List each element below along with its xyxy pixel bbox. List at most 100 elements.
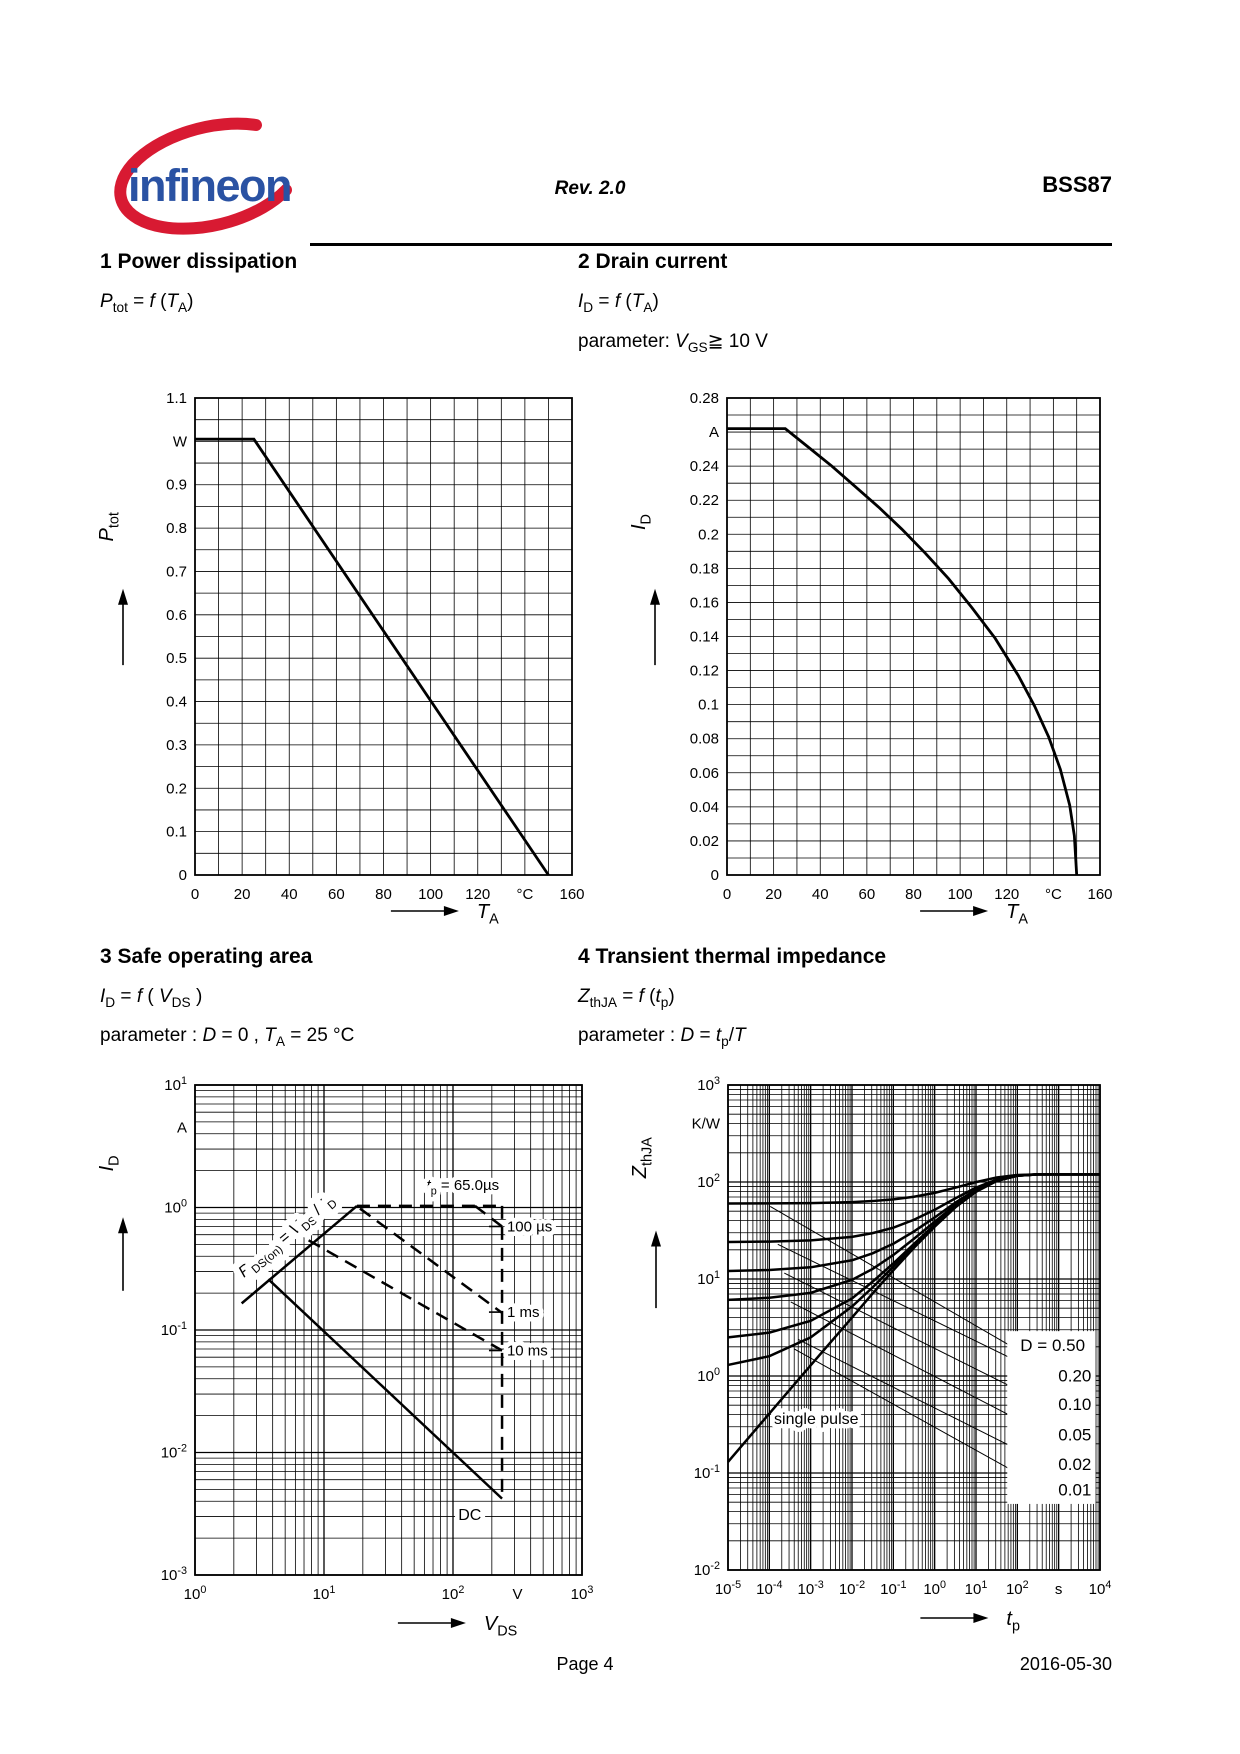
series (727, 1173, 1100, 1491)
part-number: BSS87 (1042, 172, 1112, 197)
revision-label: Rev. 2.0 (554, 178, 626, 199)
svg-text:160: 160 (1087, 886, 1112, 903)
grid (194, 397, 573, 876)
svg-text:10-3: 10-3 (798, 1579, 824, 1598)
x-axis-title: TA (920, 901, 1028, 927)
svg-text:10-3: 10-3 (161, 1565, 187, 1584)
svg-text:10-2: 10-2 (161, 1443, 187, 1462)
logo-brand-text: infineon (128, 160, 291, 211)
series-zth-d050 (727, 1173, 1100, 1205)
svg-text:0.2: 0.2 (698, 526, 719, 543)
svg-text:10-2: 10-2 (694, 1560, 720, 1579)
svg-text:102: 102 (697, 1172, 720, 1191)
svg-text:0.9: 0.9 (166, 477, 187, 494)
section-title: 1 Power dissipation (100, 250, 298, 273)
svg-text:ID: ID (628, 514, 654, 530)
svg-text:0.1: 0.1 (166, 824, 187, 841)
section-title: 4 Transient thermal impedance (578, 945, 887, 968)
svg-text:0.01: 0.01 (1058, 1481, 1091, 1500)
svg-text:101: 101 (965, 1579, 988, 1598)
svg-text:0: 0 (711, 867, 719, 884)
svg-text:104: 104 (1089, 1579, 1112, 1598)
svg-text:10-1: 10-1 (880, 1579, 906, 1598)
section-3-safe-operating-area: 3 Safe operating area ID = f ( VDS ) par… (100, 945, 560, 1049)
svg-text:101: 101 (164, 1075, 187, 1094)
header-rule (310, 243, 1112, 246)
annotation: D = 0.50 (1020, 1336, 1085, 1355)
section-parameter: parameter : D = 0 , TA = 25 °C (100, 1024, 355, 1049)
section-title: 3 Safe operating area (100, 945, 313, 968)
svg-text:0.7: 0.7 (166, 563, 187, 580)
annotation: 100 µs (488, 1214, 557, 1240)
series (195, 437, 550, 876)
svg-text:0.2: 0.2 (166, 780, 187, 797)
svg-text:0.05: 0.05 (1058, 1425, 1091, 1444)
grid (727, 1084, 1101, 1571)
y-axis-title: Ptot (96, 512, 128, 666)
svg-text:0.8: 0.8 (166, 520, 187, 537)
svg-text:40: 40 (281, 886, 298, 903)
svg-text:100: 100 (923, 1579, 946, 1598)
svg-text:0.5: 0.5 (166, 650, 187, 667)
svg-text:10-4: 10-4 (756, 1579, 782, 1598)
section-formula: Ptot = f (TA) (100, 291, 194, 315)
series-zth-d002 (727, 1173, 1100, 1339)
svg-text:D = 0.50: D = 0.50 (1020, 1336, 1085, 1355)
annotation: DC (454, 1502, 486, 1528)
svg-text:10 ms: 10 ms (507, 1343, 548, 1360)
chart-power-dissipation: 1.1 W 0.9 0.8 0.7 0.6 0.5 0.4 0.3 0.2 0.1 00 20 40 60 8… (96, 390, 585, 927)
svg-text:ZthJA: ZthJA (629, 1137, 655, 1179)
svg-text:DC: DC (458, 1507, 481, 1524)
svg-text:VDS: VDS (484, 1613, 517, 1639)
svg-text:10-1: 10-1 (694, 1463, 720, 1482)
annotation: 0.05 (1058, 1425, 1091, 1444)
svg-text:0: 0 (191, 886, 199, 903)
svg-text:100: 100 (184, 1584, 207, 1603)
series-pulse-1ms (359, 1207, 503, 1314)
series (240, 1204, 504, 1500)
series-zth-single-pulse (727, 1173, 1100, 1463)
section-title: 2 Drain current (578, 250, 728, 273)
svg-text:10-1: 10-1 (161, 1320, 187, 1339)
svg-text:103: 103 (697, 1075, 720, 1094)
svg-text:TA: TA (1006, 901, 1028, 927)
series-leader-d005 (790, 1301, 1049, 1436)
svg-text:°C: °C (1045, 886, 1062, 903)
svg-text:0.12: 0.12 (690, 663, 719, 680)
tick-labels: 0.28 A 0.24 0.22 0.2 0.18 0.16 0.14 0.12 0.1 0.08 0… (690, 390, 1113, 903)
series-pulse-100us (474, 1204, 503, 1228)
svg-text:10-2: 10-2 (839, 1579, 865, 1598)
grid (726, 397, 1101, 876)
svg-text:20: 20 (234, 886, 251, 903)
svg-text:tp = 65.0µs: tp = 65.0µs (427, 1177, 500, 1197)
svg-text:tp: tp (1006, 1608, 1020, 1634)
label-box (1007, 1331, 1096, 1504)
x-axis-title: tp (920, 1608, 1020, 1634)
svg-text:101: 101 (697, 1269, 720, 1288)
section-formula: ID = f ( VDS ) (100, 986, 203, 1010)
series-ptot-derating (195, 437, 550, 876)
series-leader-d002 (797, 1339, 1049, 1466)
svg-text:102: 102 (1006, 1579, 1029, 1598)
svg-text:0: 0 (179, 867, 187, 884)
series-id-derating (727, 427, 1079, 876)
chart-drain-current: 0.28 A 0.24 0.22 0.2 0.18 0.16 0.14 0.12 0.1 0.08 0… (628, 390, 1113, 927)
svg-text:60: 60 (328, 886, 345, 903)
section-formula: ID = f (TA) (578, 291, 659, 315)
svg-text:TA: TA (477, 901, 499, 927)
series-dc-limit (267, 1278, 503, 1500)
logo-swoosh-icon (114, 117, 292, 235)
svg-text:0.28: 0.28 (690, 390, 719, 407)
svg-text:W: W (173, 433, 188, 450)
section-parameter: parameter: VGS≧ 10 V (578, 330, 768, 355)
series-rds-on-limit (240, 1204, 358, 1305)
svg-text:102: 102 (442, 1584, 465, 1603)
series-leader-d050 (769, 1205, 1011, 1347)
section-parameter: parameter : D = tp/T (578, 1024, 746, 1049)
svg-text:103: 103 (571, 1584, 594, 1603)
x-axis-title: VDS (397, 1613, 517, 1639)
svg-text:101: 101 (313, 1584, 336, 1603)
